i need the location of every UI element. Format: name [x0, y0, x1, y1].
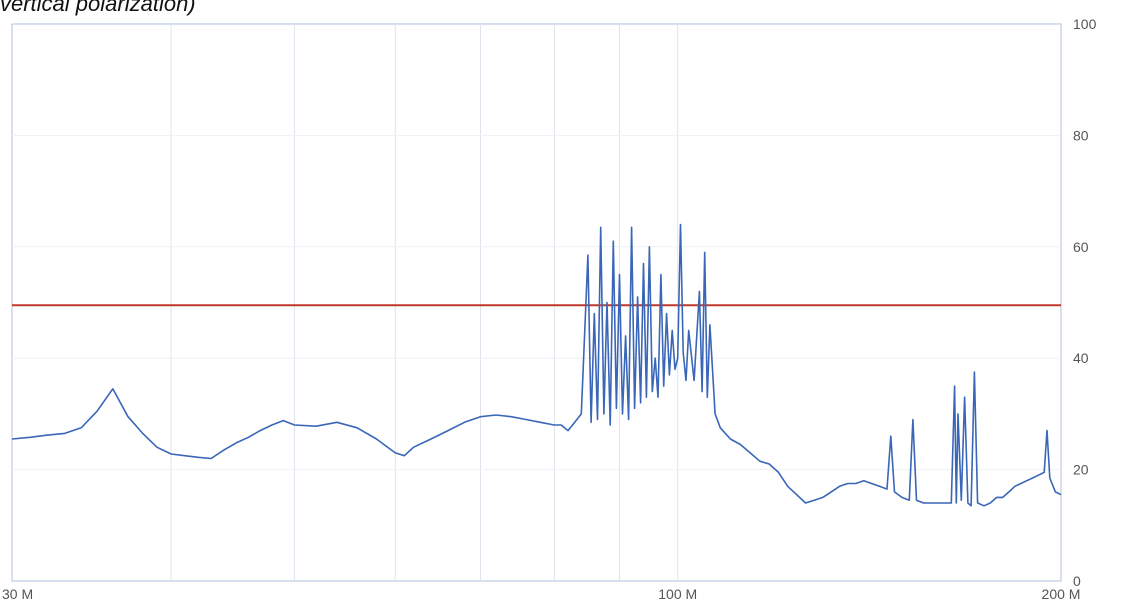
y-ticks: 0 20 40 60 80 100	[1073, 16, 1097, 589]
x-tick-label: 30 M	[2, 586, 33, 602]
y-tick-label: 80	[1073, 127, 1089, 143]
y-tick-label: 0	[1073, 573, 1081, 589]
y-tick-label: 20	[1073, 462, 1089, 478]
grid	[12, 24, 1061, 581]
x-tick-label: 200 M	[1042, 586, 1081, 602]
x-tick-label: 100 M	[658, 586, 697, 602]
chart-title: vertical polarization)	[0, 0, 196, 16]
y-tick-label: 60	[1073, 239, 1089, 255]
y-tick-label: 40	[1073, 350, 1089, 366]
series-group	[11, 223, 1062, 507]
series-line	[11, 223, 1062, 507]
y-tick-label: 100	[1073, 16, 1097, 32]
x-ticks: 30 M 100 M 200 M	[2, 586, 1080, 602]
